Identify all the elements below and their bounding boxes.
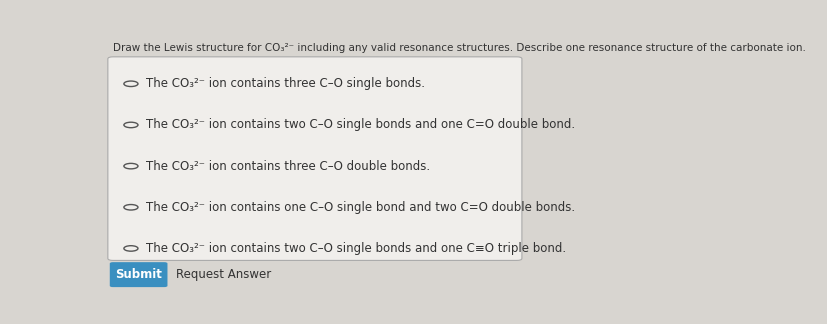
Text: Submit: Submit xyxy=(115,268,162,281)
Text: Request Answer: Request Answer xyxy=(176,268,271,281)
Text: The CO₃²⁻ ion contains three C–O double bonds.: The CO₃²⁻ ion contains three C–O double … xyxy=(146,160,430,173)
Text: Draw the Lewis structure for CO₃²⁻ including any valid resonance structures. Des: Draw the Lewis structure for CO₃²⁻ inclu… xyxy=(113,43,805,52)
Text: The CO₃²⁻ ion contains three C–O single bonds.: The CO₃²⁻ ion contains three C–O single … xyxy=(146,77,425,90)
Text: The CO₃²⁻ ion contains two C–O single bonds and one C=O double bond.: The CO₃²⁻ ion contains two C–O single bo… xyxy=(146,119,576,132)
Text: The CO₃²⁻ ion contains one C–O single bond and two C=O double bonds.: The CO₃²⁻ ion contains one C–O single bo… xyxy=(146,201,576,214)
FancyBboxPatch shape xyxy=(108,57,522,260)
FancyBboxPatch shape xyxy=(110,262,167,287)
Text: The CO₃²⁻ ion contains two C–O single bonds and one C≡O triple bond.: The CO₃²⁻ ion contains two C–O single bo… xyxy=(146,242,566,255)
